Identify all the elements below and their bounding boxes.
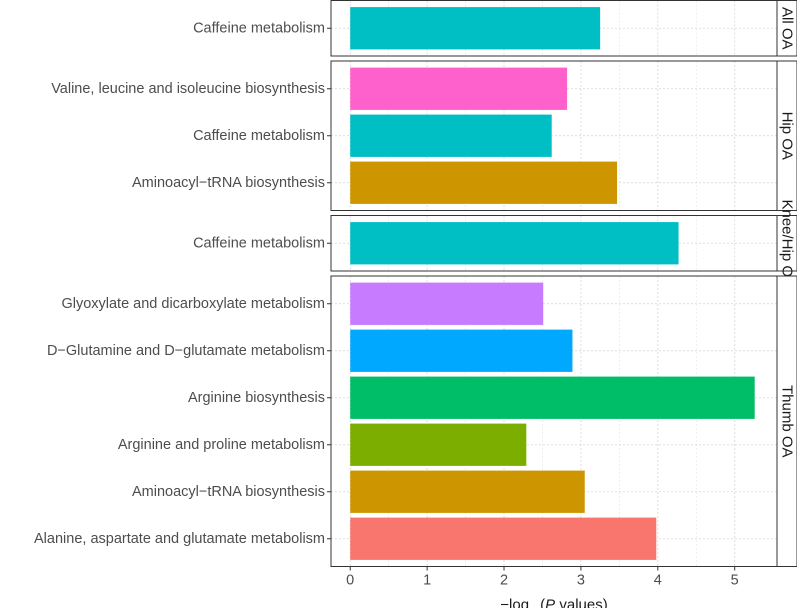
bar-hip-oa-valine-leucine-and-isoleucine-biosynthesis [350,67,568,110]
x-axis-title-part: values) [555,597,608,608]
facet-strip-all-oa [776,0,797,57]
category-label: Alanine, aspartate and glutamate metabol… [34,531,325,547]
facet-label-hip-oa: Hip OA [779,112,796,160]
bar-thumb-oa-arginine-biosynthesis [350,376,755,419]
x-tick-label: 2 [500,573,508,589]
bar-hip-oa-caffeine-metabolism [350,114,552,157]
category-label: Caffeine metabolism [193,128,325,144]
bar-all-oa-caffeine-metabolism [350,7,601,50]
facet-label-thumb-oa: Thumb OA [779,385,796,458]
category-label: Glyoxylate and dicarboxylate metabolism [61,296,325,312]
x-tick-label: 4 [654,573,662,589]
x-axis-title-part: −log [500,597,529,608]
category-label: Caffeine metabolism [193,20,325,36]
bar-thumb-oa-glyoxylate-and-dicarboxylate-metabolism [350,282,544,325]
bar-thumb-oa-alanine-aspartate-and-glutamate-metabolism [350,517,657,560]
facet-strip-knee-hip-oa [776,215,797,272]
category-label: Aminoacyl−tRNA biosynthesis [132,175,325,191]
bar-hip-oa-aminoacyl-trna-biosynthesis [350,161,618,204]
x-tick-label: 5 [731,573,739,589]
facet-label-knee-hip-oa: Knee/Hip OA [779,199,796,287]
facet-label-all-oa: All OA [779,7,796,50]
facet-strip-hip-oa [776,60,797,211]
facet-strip-thumb-oa [776,275,797,567]
bar-thumb-oa-arginine-and-proline-metabolism [350,423,527,466]
category-label: Caffeine metabolism [193,235,325,251]
x-tick-label: 0 [346,573,354,589]
bar-thumb-oa-d-glutamine-and-d-glutamate-metabolism [350,329,573,372]
x-axis-title-part: ( [540,597,545,608]
x-axis-title: −log10(P values) [500,597,607,608]
bar-knee-hip-oa-caffeine-metabolism [350,222,679,265]
category-label: Valine, leucine and isoleucine biosynthe… [51,81,325,97]
x-tick-label: 3 [577,573,585,589]
x-tick-label: 1 [423,573,431,589]
category-label: Arginine biosynthesis [188,390,325,406]
category-label: Arginine and proline metabolism [118,437,325,453]
x-axis-title-part: P [545,597,555,608]
category-label: Aminoacyl−tRNA biosynthesis [132,484,325,500]
category-label: D−Glutamine and D−glutamate metabolism [47,343,325,359]
bar-thumb-oa-aminoacyl-trna-biosynthesis [350,470,585,513]
